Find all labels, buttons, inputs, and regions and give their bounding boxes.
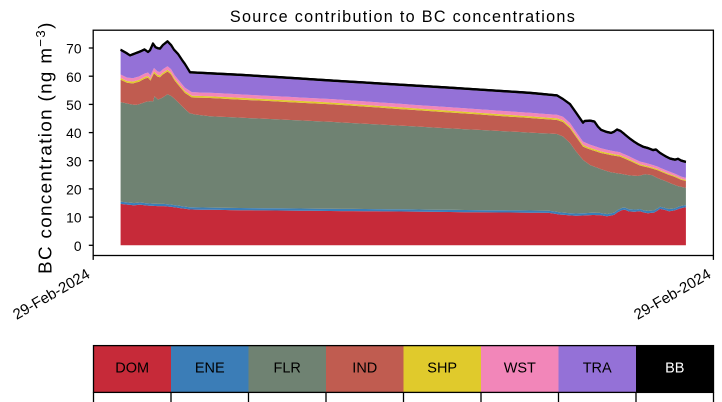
svg-text:Source contribution to BC conc: Source contribution to BC concentrations [230,8,576,26]
svg-text:TRA: TRA [583,361,612,377]
svg-text:50: 50 [66,98,82,113]
svg-text:30: 30 [66,154,82,169]
svg-text:60: 60 [66,70,82,85]
svg-text:70: 70 [66,42,82,57]
svg-text:BC concentration (ng m−3): BC concentration (ng m−3) [33,21,55,274]
svg-text:40: 40 [66,126,82,141]
svg-text:10: 10 [66,211,82,226]
svg-text:SHP: SHP [427,361,457,377]
svg-text:DOM: DOM [115,361,149,377]
svg-text:BB: BB [665,361,684,377]
svg-text:FLR: FLR [273,361,300,377]
svg-text:IND: IND [352,361,377,377]
svg-text:WST: WST [504,361,536,377]
svg-text:20: 20 [66,183,82,198]
svg-text:0: 0 [74,239,82,254]
svg-text:ENE: ENE [195,361,225,377]
